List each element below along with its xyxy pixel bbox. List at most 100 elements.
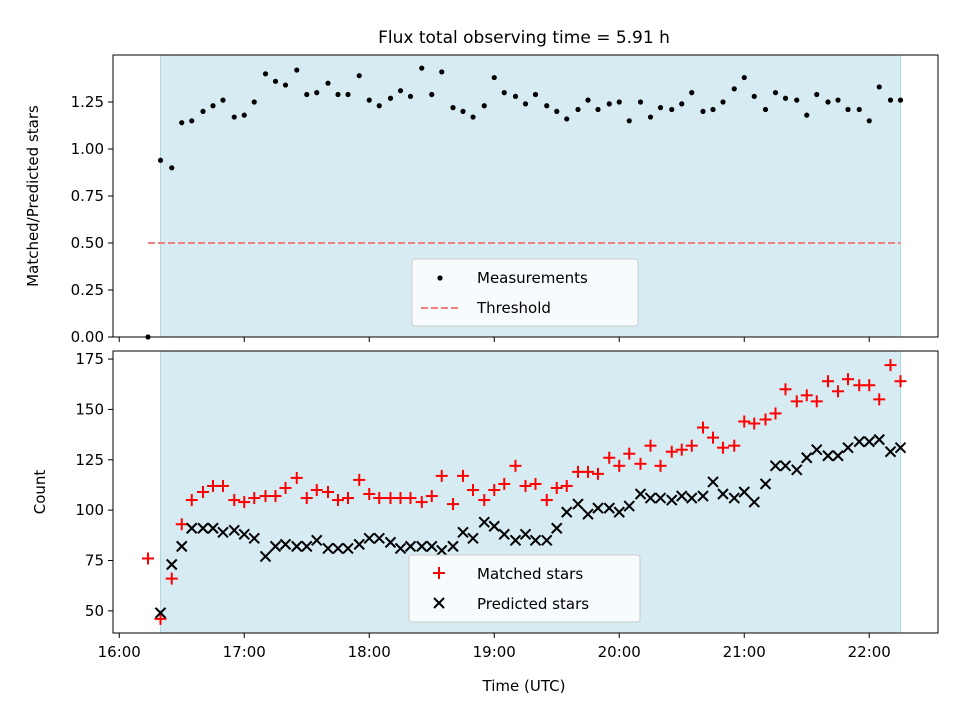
matched-star-point [759,413,772,426]
matched-star-point [300,492,313,505]
measurement-point [522,101,529,107]
x-tick-label: 18:00 [348,643,391,661]
measurement-point [429,91,435,98]
matched-star-point [613,459,626,472]
matched-star-point [488,483,501,496]
matched-star-point [332,494,344,507]
top-legend: Measurements Threshold [411,258,639,327]
measurement-point [512,93,519,99]
y-tick-label: 50 [85,602,104,620]
bottom-xlabel: Time (UTC) [482,677,566,695]
matched-star-point [290,471,303,484]
matched-star-point [884,359,897,372]
matched-star-point [238,496,251,509]
y-tick-label: 0.00 [71,328,104,346]
matched-star-point [509,459,522,472]
predicted-star-point [728,492,740,504]
matched-star-point [842,373,854,386]
measurement-point [262,71,269,77]
measurement-point [835,97,841,103]
measurement-point [470,114,476,120]
measurement-point [241,112,247,118]
measurement-point [772,90,779,96]
predicted-star-point [509,534,522,547]
predicted-star-point [154,607,167,619]
bottom-ylabel: Count [31,470,49,515]
matched-star-point [310,483,323,496]
predicted-star-point [842,441,854,454]
matched-star-point [217,479,229,492]
measurement-point [450,105,456,111]
measurement-point [731,86,737,92]
matched-star-point [697,421,709,434]
matched-star-point [603,451,616,464]
matched-star-point [447,498,459,511]
predicted-star-point [447,540,459,553]
y-tick-label: 75 [85,551,104,569]
measurement-point [460,108,466,114]
matched-star-point [550,481,563,494]
predicted-star-point [342,542,354,555]
predicted-star-point [478,516,490,528]
predicted-star-point [603,502,615,514]
predicted-star-point [248,532,260,545]
predicted-star-point [384,536,397,549]
predicted-star-point [228,524,240,536]
matched-star-point [175,518,188,531]
measurement-point [481,103,487,109]
matched-star-point [185,494,198,507]
x-tick-label: 16:00 [98,643,141,661]
matched-star-point [478,494,491,507]
matched-star-point [800,389,813,402]
measurement-point [585,97,591,103]
measurement-point [294,67,300,73]
measurement-point [366,97,372,103]
measurement-point [897,97,904,103]
measurement-point [251,99,257,105]
predicted-star-point [186,522,198,534]
matched-star-point [540,494,553,507]
measurement-point [679,101,685,107]
matched-star-point [894,375,907,388]
predicted-star-point [613,506,625,518]
measurement-point [856,106,862,113]
matched-star-point [165,572,178,585]
predicted-star-point [322,542,334,555]
matched-star-point [248,492,261,505]
predicted-star-point [644,492,657,504]
measurement-point [220,97,226,103]
measurement-point [210,103,216,109]
x-tick-label: 17:00 [223,643,266,661]
predicted-star-point [332,542,344,555]
matched-star-point [322,486,334,498]
predicted-star-point [436,544,448,557]
measurement-point [751,93,757,99]
measurement-point [564,116,570,122]
measurement-point [179,120,185,126]
predicted-star-point [623,500,635,512]
matched-star-point [873,393,886,406]
legend-predicted-marker [433,597,445,609]
predicted-star-point [311,534,323,547]
x-tick-label: 19:00 [473,643,516,661]
measurement-point [794,97,800,103]
bottom-legend: Matched stars Predicted stars [408,554,641,623]
measurement-point [710,106,716,113]
matched-star-point [467,483,479,496]
measurement-point [741,74,747,81]
matched-star-point [654,459,667,472]
predicted-star-point [279,538,292,551]
matched-star-point [425,490,438,503]
measurement-point [325,80,331,86]
measurement-point [189,118,195,124]
matched-star-point [685,439,698,452]
predicted-star-point [404,540,417,553]
measurement-point [282,82,289,88]
predicted-star-point [707,476,719,488]
bottom-axes: 50 75 100 125 150 175 16:00 17:00 18:00 19:00 20:… [31,350,939,695]
predicted-star-point [551,522,563,534]
predicted-star-point [207,522,219,534]
predicted-star-point [654,492,667,504]
legend-threshold-label: Threshold [476,299,551,317]
matched-star-point [592,467,604,480]
